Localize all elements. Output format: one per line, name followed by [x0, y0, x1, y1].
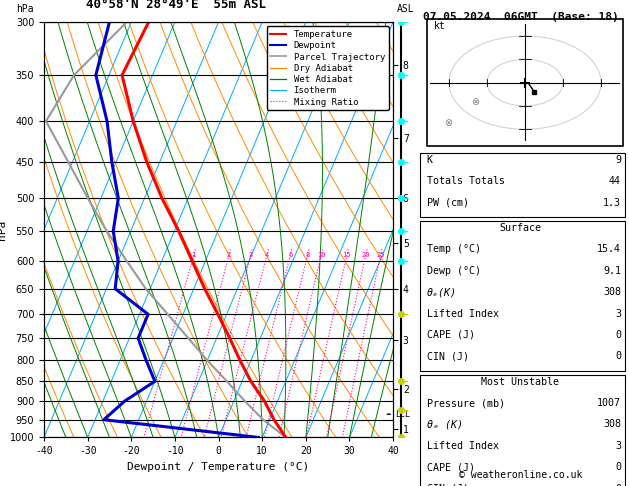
- Text: PW (cm): PW (cm): [426, 198, 469, 208]
- Text: km
ASL: km ASL: [397, 0, 415, 14]
- Text: 9: 9: [615, 155, 621, 165]
- Text: 44: 44: [609, 176, 621, 187]
- Text: 9.1: 9.1: [603, 266, 621, 276]
- Text: 6: 6: [288, 252, 292, 258]
- Text: θₑ(K): θₑ(K): [426, 287, 457, 297]
- Text: Pressure (mb): Pressure (mb): [426, 398, 504, 408]
- Text: θₑ (K): θₑ (K): [426, 419, 463, 430]
- Text: $\otimes$: $\otimes$: [471, 96, 480, 107]
- Text: hPa: hPa: [16, 3, 34, 14]
- Text: Totals Totals: Totals Totals: [426, 176, 504, 187]
- Text: 0: 0: [615, 351, 621, 362]
- Bar: [420, 153, 625, 217]
- Text: 2: 2: [227, 252, 231, 258]
- Text: 1: 1: [191, 252, 196, 258]
- Text: 3: 3: [615, 441, 621, 451]
- Text: kt: kt: [433, 21, 445, 31]
- Text: CIN (J): CIN (J): [426, 484, 469, 486]
- Text: 3: 3: [615, 309, 621, 319]
- Text: 0: 0: [615, 484, 621, 486]
- Text: 3: 3: [248, 252, 253, 258]
- Text: $\otimes$: $\otimes$: [444, 117, 454, 128]
- Text: 07.05.2024  06GMT  (Base: 18): 07.05.2024 06GMT (Base: 18): [423, 12, 618, 22]
- Text: LCL: LCL: [395, 410, 410, 419]
- Y-axis label: hPa: hPa: [0, 220, 7, 240]
- Text: CAPE (J): CAPE (J): [426, 330, 475, 340]
- Text: 308: 308: [603, 287, 621, 297]
- Text: 308: 308: [603, 419, 621, 430]
- Legend: Temperature, Dewpoint, Parcel Trajectory, Dry Adiabat, Wet Adiabat, Isotherm, Mi: Temperature, Dewpoint, Parcel Trajectory…: [267, 26, 389, 110]
- Text: Surface: Surface: [499, 223, 542, 233]
- Text: Temp (°C): Temp (°C): [426, 244, 481, 255]
- Bar: [420, 375, 625, 486]
- Text: © weatheronline.co.uk: © weatheronline.co.uk: [459, 470, 582, 480]
- Text: 1.3: 1.3: [603, 198, 621, 208]
- Text: Lifted Index: Lifted Index: [426, 309, 499, 319]
- Bar: [426, 19, 623, 146]
- Text: 15: 15: [343, 252, 351, 258]
- Text: 25: 25: [376, 252, 385, 258]
- Text: Lifted Index: Lifted Index: [426, 441, 499, 451]
- Text: 4: 4: [265, 252, 269, 258]
- Text: 20: 20: [362, 252, 370, 258]
- Text: 15.4: 15.4: [597, 244, 621, 255]
- Text: K: K: [426, 155, 433, 165]
- Text: 8: 8: [305, 252, 309, 258]
- Text: Most Unstable: Most Unstable: [481, 377, 560, 387]
- Text: 0: 0: [615, 462, 621, 472]
- Text: CAPE (J): CAPE (J): [426, 462, 475, 472]
- Text: 1007: 1007: [597, 398, 621, 408]
- Text: 10: 10: [317, 252, 325, 258]
- Text: CIN (J): CIN (J): [426, 351, 469, 362]
- Text: 0: 0: [615, 330, 621, 340]
- Bar: [420, 221, 625, 371]
- X-axis label: Dewpoint / Temperature (°C): Dewpoint / Temperature (°C): [128, 462, 309, 472]
- Text: Dewp (°C): Dewp (°C): [426, 266, 481, 276]
- Text: 40°58'N 28°49'E  55m ASL: 40°58'N 28°49'E 55m ASL: [86, 0, 266, 12]
